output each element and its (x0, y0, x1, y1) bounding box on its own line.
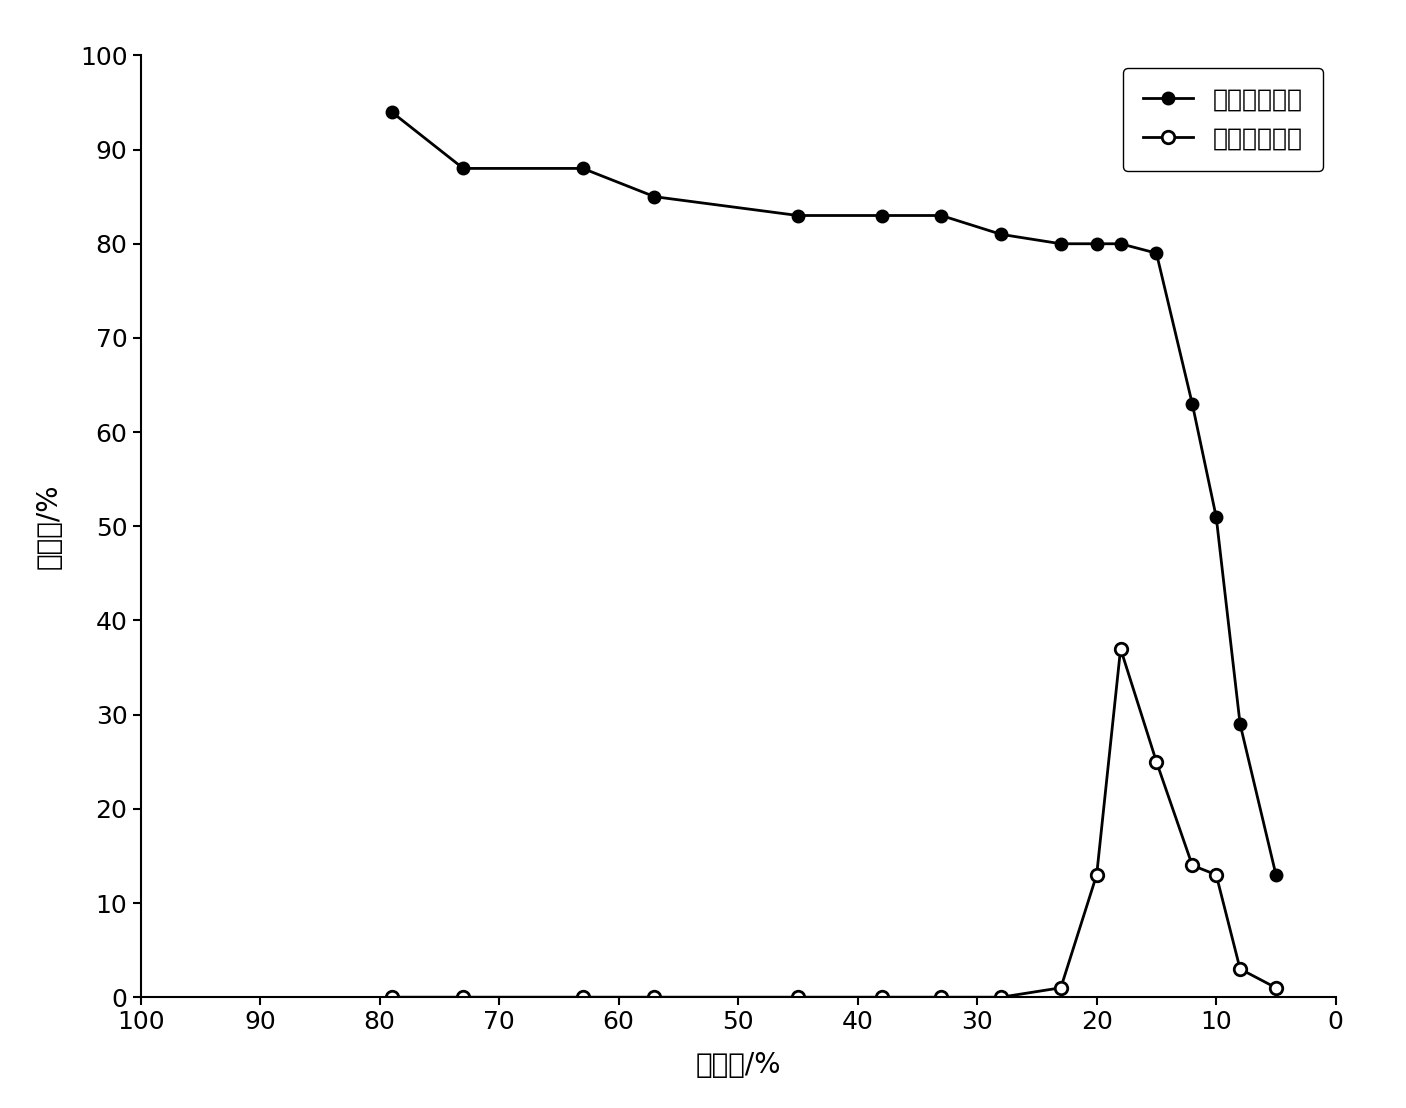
Y-axis label: 存活率/%: 存活率/% (35, 483, 63, 570)
冻存前存活率 (1208, 510, 1225, 524)
Legend: 冻存前存活率, 冻存后存活率: 冻存前存活率, 冻存后存活率 (1123, 68, 1323, 171)
冻存前存活率 (382, 105, 399, 119)
冻存后存活率 (1208, 869, 1225, 882)
冻存前存活率 (645, 191, 664, 204)
冻存前存活率 (454, 162, 471, 175)
冻存后存活率 (1147, 756, 1164, 769)
冻存后存活率 (1232, 962, 1249, 976)
冻存前存活率 (1052, 237, 1070, 250)
冻存前存活率 (1147, 247, 1164, 260)
Line: 冻存后存活率: 冻存后存活率 (385, 643, 1282, 1004)
冻存前存活率 (574, 162, 591, 175)
冻存后存活率 (1052, 982, 1070, 995)
冻存后存活率 (1112, 643, 1129, 656)
冻存后存活率 (574, 991, 591, 1004)
冻存后存活率 (454, 991, 471, 1004)
冻存前存活率 (790, 208, 807, 222)
冻存后存活率 (873, 991, 890, 1004)
X-axis label: 含水量/%: 含水量/% (696, 1051, 780, 1079)
冻存前存活率 (1184, 398, 1201, 411)
冻存后存活率 (1184, 859, 1201, 872)
冻存后存活率 (645, 991, 664, 1004)
冻存前存活率 (1232, 718, 1249, 731)
Line: 冻存前存活率: 冻存前存活率 (385, 105, 1282, 881)
冻存后存活率 (934, 991, 950, 1004)
冻存前存活率 (1088, 237, 1105, 250)
冻存后存活率 (790, 991, 807, 1004)
冻存前存活率 (934, 208, 950, 222)
冻存前存活率 (993, 228, 1010, 242)
冻存前存活率 (1112, 237, 1129, 250)
冻存后存活率 (1088, 869, 1105, 882)
冻存后存活率 (382, 991, 399, 1004)
冻存前存活率 (873, 208, 890, 222)
冻存后存活率 (1268, 982, 1285, 995)
冻存前存活率 (1268, 869, 1285, 882)
冻存后存活率 (993, 991, 1010, 1004)
